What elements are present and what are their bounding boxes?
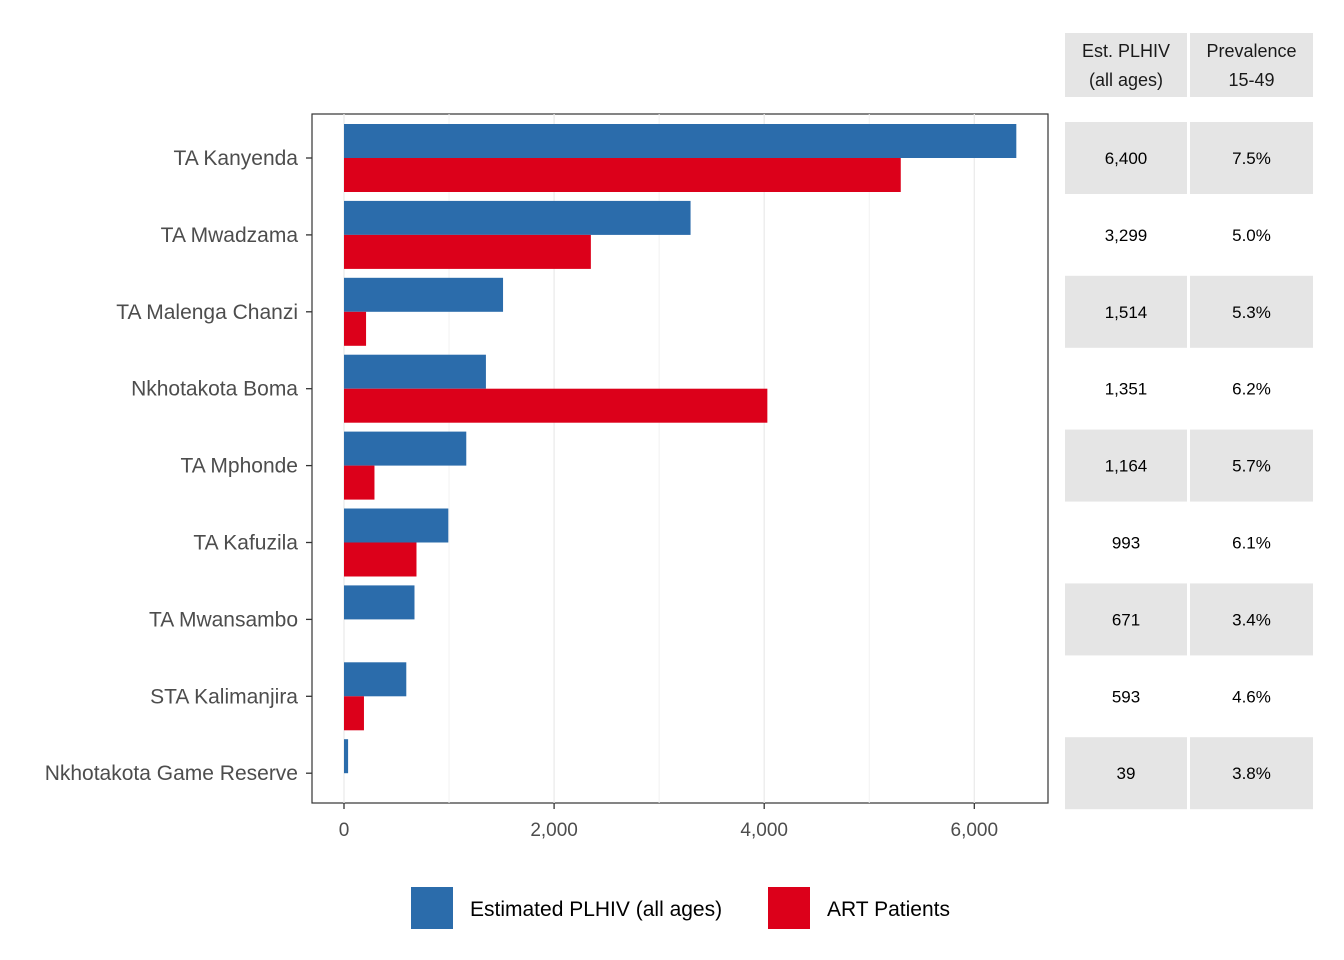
table-cell-bg bbox=[1065, 122, 1187, 194]
bar-art-patients bbox=[344, 158, 901, 192]
bar-art-patients bbox=[344, 542, 417, 577]
x-tick-label: 6,000 bbox=[951, 820, 999, 841]
table-cell-bg bbox=[1190, 429, 1313, 502]
summary-table: Est. PLHIV (all ages) Prevalence 15-49 6,400… bbox=[1065, 33, 1313, 810]
table-cell-plhiv: 3,299 bbox=[1105, 226, 1148, 245]
x-tick-label: 2,000 bbox=[530, 820, 578, 841]
table-cell-bg bbox=[1065, 737, 1187, 810]
table-cell-plhiv: 593 bbox=[1112, 687, 1140, 706]
table-cell-prevalence: 3.8% bbox=[1232, 764, 1271, 783]
table-cell-prevalence: 3.4% bbox=[1232, 610, 1271, 629]
table-cell-bg bbox=[1190, 737, 1313, 810]
table-header-text: 15-49 bbox=[1228, 70, 1274, 90]
y-tick-label: TA Malenga Chanzi bbox=[116, 301, 298, 324]
bar-estimated-plhiv bbox=[344, 662, 407, 697]
table-cell-bg bbox=[1065, 275, 1187, 348]
table-header-cell bbox=[1190, 33, 1313, 97]
bar-estimated-plhiv bbox=[344, 124, 1017, 158]
table-cell-plhiv: 6,400 bbox=[1105, 149, 1148, 168]
table-header-cell bbox=[1065, 33, 1187, 97]
table-cell-prevalence: 4.6% bbox=[1232, 687, 1271, 706]
y-tick-label: Nkhotakota Game Reserve bbox=[45, 762, 298, 785]
table-cell-plhiv: 993 bbox=[1112, 534, 1140, 553]
table-cell-prevalence: 6.2% bbox=[1232, 380, 1271, 399]
table-cell-prevalence: 5.7% bbox=[1232, 457, 1271, 476]
y-tick-label: TA Mwadzama bbox=[161, 224, 299, 247]
table-cell-bg bbox=[1190, 583, 1313, 656]
table-cell-plhiv: 1,164 bbox=[1105, 457, 1148, 476]
bar-estimated-plhiv bbox=[344, 585, 415, 620]
legend: Estimated PLHIV (all ages) ART Patients bbox=[411, 887, 950, 929]
x-axis: 0 2,000 4,000 6,000 bbox=[339, 803, 998, 841]
table-cell-bg bbox=[1190, 275, 1313, 348]
table-cell-plhiv: 1,514 bbox=[1105, 303, 1148, 322]
table-cell-bg bbox=[1065, 429, 1187, 502]
table-header-text: Est. PLHIV bbox=[1082, 41, 1170, 61]
bar-art-patients bbox=[344, 388, 768, 423]
chart-panel-border bbox=[311, 113, 1049, 804]
legend-label: ART Patients bbox=[827, 898, 950, 921]
y-tick-label: TA Kanyenda bbox=[173, 147, 298, 170]
bar-estimated-plhiv bbox=[344, 277, 504, 312]
bar-art-patients bbox=[344, 696, 364, 731]
table-cell-plhiv: 1,351 bbox=[1105, 380, 1148, 399]
table-cell-prevalence: 7.5% bbox=[1232, 149, 1271, 168]
table-cell-prevalence: 6.1% bbox=[1232, 534, 1271, 553]
table-cell-bg bbox=[1065, 583, 1187, 656]
table-cell-bg bbox=[1190, 122, 1313, 194]
table-cell-plhiv: 39 bbox=[1117, 764, 1136, 783]
table-cell-plhiv: 671 bbox=[1112, 610, 1140, 629]
x-tick-label: 0 bbox=[339, 820, 350, 841]
bar-estimated-plhiv bbox=[344, 431, 467, 466]
table-header-text: (all ages) bbox=[1089, 70, 1163, 90]
y-tick-label: TA Kafuzila bbox=[193, 532, 298, 555]
legend-key bbox=[411, 887, 453, 929]
bars bbox=[344, 124, 1017, 774]
bar-art-patients bbox=[344, 465, 375, 500]
x-tick-label: 4,000 bbox=[740, 820, 788, 841]
legend-key bbox=[768, 887, 810, 929]
y-tick-label: Nkhotakota Boma bbox=[131, 378, 298, 401]
table-cell-prevalence: 5.0% bbox=[1232, 226, 1271, 245]
bar-estimated-plhiv bbox=[344, 354, 486, 389]
y-tick-label: TA Mwansambo bbox=[149, 608, 298, 631]
bar-estimated-plhiv bbox=[344, 739, 349, 774]
legend-label: Estimated PLHIV (all ages) bbox=[470, 898, 722, 921]
table-header-text: Prevalence bbox=[1206, 41, 1296, 61]
bar-art-patients bbox=[344, 311, 367, 346]
bar-estimated-plhiv bbox=[344, 200, 691, 235]
table-cell-prevalence: 5.3% bbox=[1232, 303, 1271, 322]
y-tick-label: TA Mphonde bbox=[180, 455, 298, 478]
bar-estimated-plhiv bbox=[344, 508, 449, 543]
y-axis: TA Kanyenda TA Mwadzama TA Malenga Chanzi N… bbox=[45, 147, 312, 785]
bar-art-patients bbox=[344, 234, 591, 269]
y-tick-label: STA Kalimanjira bbox=[150, 685, 298, 708]
